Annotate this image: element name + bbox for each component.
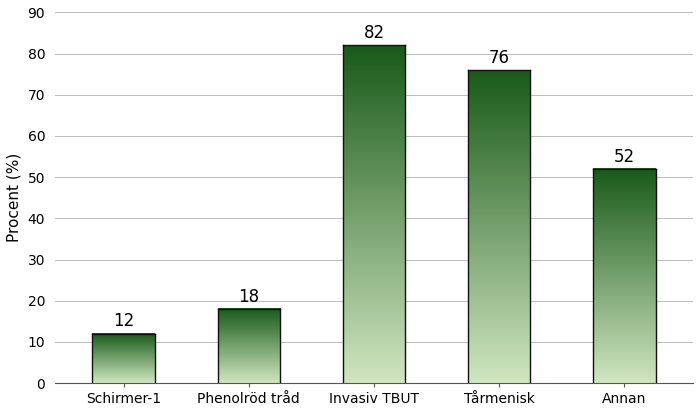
Text: 18: 18	[238, 287, 260, 306]
Text: 52: 52	[614, 147, 635, 166]
Text: 76: 76	[489, 49, 510, 67]
Text: 12: 12	[113, 312, 134, 330]
Text: 82: 82	[363, 24, 384, 42]
Y-axis label: Procent (%): Procent (%)	[7, 153, 22, 242]
